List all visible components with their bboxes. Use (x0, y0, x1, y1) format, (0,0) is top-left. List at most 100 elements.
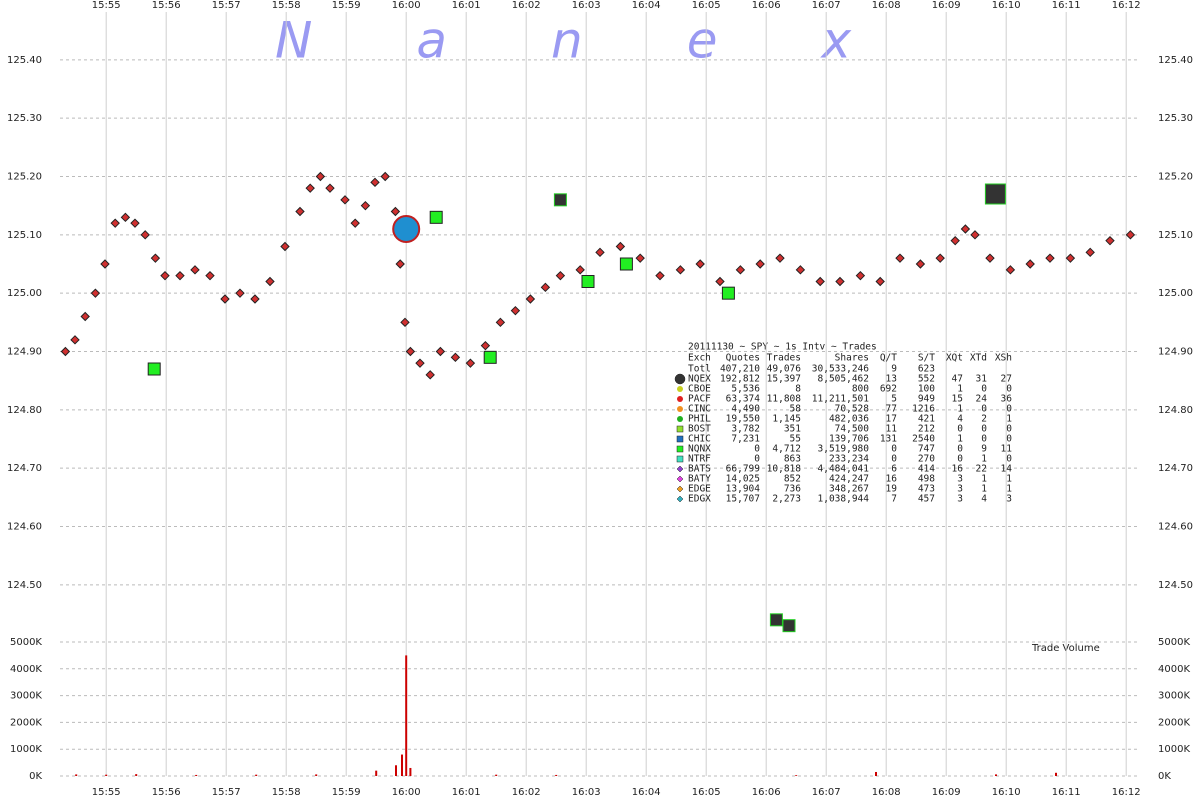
table-cell: 0 (754, 454, 760, 465)
volume-tick-label-left: 4000K (10, 664, 42, 675)
table-cell: 11 (1001, 444, 1013, 455)
point (695, 259, 705, 269)
point (675, 265, 686, 275)
table-cell: 13,904 (726, 484, 761, 495)
x-tick-label-top: 15:57 (212, 0, 241, 11)
point (450, 352, 461, 363)
table-cell: 852 (784, 474, 801, 485)
y-tick-label-left: 125.40 (7, 55, 42, 66)
table-header: Trades (767, 353, 801, 364)
point (1125, 230, 1136, 240)
point (435, 346, 446, 357)
point (340, 195, 350, 205)
y-tick-label-right: 124.70 (1158, 463, 1193, 474)
table-cell: 15 (952, 394, 963, 405)
table-cell: 1 (1006, 484, 1012, 495)
table-cell: 1 (957, 434, 963, 445)
point (147, 362, 161, 376)
volume-bar (375, 770, 378, 776)
legend-marker (676, 445, 684, 453)
point (1025, 259, 1035, 269)
table-cell: 17 (886, 414, 897, 425)
x-tick-label-top: 16:00 (392, 0, 421, 11)
table-cell: 16 (952, 464, 964, 475)
volume-bar (555, 774, 558, 776)
table-cell: 22 (976, 464, 987, 475)
point (350, 218, 360, 228)
table-title: 20111130 ~ SPY ~ 1s Intv ~ Trades (688, 342, 877, 353)
table-cell: CHIC (688, 434, 711, 445)
point (510, 305, 521, 316)
table-cell: 63,374 (726, 394, 761, 405)
point (265, 276, 275, 287)
table-header: S/T (918, 353, 935, 364)
point (325, 183, 335, 193)
x-tick-label-top: 15:59 (332, 0, 361, 11)
y-tick-label-left: 124.60 (7, 522, 42, 533)
point (855, 270, 866, 281)
legend-marker (677, 406, 683, 412)
point (425, 370, 435, 380)
table-cell: EDGX (688, 494, 711, 505)
point (295, 206, 305, 217)
table-cell: 3 (957, 474, 963, 485)
table-cell: 6 (891, 464, 897, 475)
point (390, 206, 401, 217)
table-cell: 13 (886, 374, 897, 385)
table-cell: 800 (852, 384, 869, 395)
table-cell: 49,076 (767, 364, 802, 375)
point (775, 253, 785, 263)
point (715, 276, 725, 287)
point (380, 171, 390, 182)
table-cell: PHIL (688, 414, 711, 425)
y-tick-label-left: 124.50 (7, 580, 42, 591)
table-cell: 270 (918, 454, 935, 465)
x-tick-label-bottom: 16:04 (632, 787, 661, 798)
volume-bar (105, 774, 108, 776)
table-cell: 74,500 (835, 424, 870, 435)
table-cell: 3 (957, 484, 963, 495)
y-tick-label-right: 124.90 (1158, 347, 1193, 358)
point (415, 358, 425, 368)
table-cell: 7 (891, 494, 897, 505)
point (370, 177, 380, 188)
table-cell: 47 (952, 374, 963, 385)
point (1045, 253, 1055, 263)
table-cell: CBOE (688, 384, 711, 395)
table-cell: 1 (1006, 474, 1012, 485)
table-cell: NQNX (688, 444, 711, 455)
table-header: Q/T (880, 353, 897, 364)
point (895, 253, 905, 263)
y-tick-label-left: 125.20 (7, 172, 42, 183)
volume-bar (1055, 772, 1057, 776)
point (1065, 253, 1076, 263)
x-tick-label-top: 16:01 (452, 0, 481, 11)
y-tick-label-right: 124.60 (1158, 522, 1193, 533)
table-cell: 2,273 (772, 494, 801, 505)
table-cell: 1,145 (772, 414, 801, 425)
x-tick-label-top: 16:05 (692, 0, 721, 11)
point (250, 294, 260, 304)
legend-marker (676, 455, 684, 463)
point (525, 294, 536, 304)
point (60, 346, 71, 357)
table-header: XSh (995, 353, 1012, 364)
table-cell: PACF (688, 394, 711, 405)
table-cell: 2 (981, 414, 987, 425)
point (619, 257, 633, 271)
x-tick-label-top: 16:08 (872, 0, 901, 11)
y-tick-label-left: 124.70 (7, 463, 42, 474)
table-cell: 4,712 (772, 444, 801, 455)
table-cell: 424,247 (829, 474, 869, 485)
point (205, 270, 215, 281)
table-cell: 14,025 (726, 474, 760, 485)
table-header: XQt (946, 353, 963, 364)
legend-marker (676, 425, 684, 433)
y-tick-label-left: 125.00 (7, 288, 42, 299)
table-cell: 1 (981, 484, 987, 495)
x-tick-label-bottom: 15:58 (272, 787, 301, 798)
y-tick-label-left: 124.90 (7, 347, 42, 358)
point (495, 317, 506, 328)
volume-bar (995, 774, 997, 776)
table-cell: 0 (1006, 424, 1012, 435)
